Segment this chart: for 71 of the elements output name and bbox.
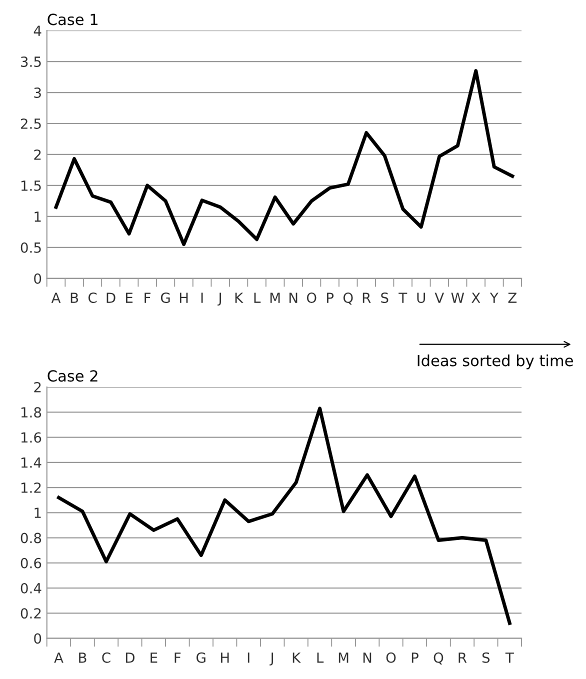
x-tick-label: Z xyxy=(508,292,517,303)
x-tick-label: F xyxy=(144,292,150,303)
x-tick-label: N xyxy=(290,292,298,303)
x-tick-label: C xyxy=(88,292,97,304)
x-tick-label: R xyxy=(362,292,371,303)
x-tick-label: D xyxy=(126,652,134,663)
y-tick-label: 0.5 xyxy=(20,242,41,253)
x-tick-label: I xyxy=(248,652,250,663)
x-tick-label: N xyxy=(363,652,372,663)
x-tick-label: E xyxy=(150,652,158,663)
y-tick-label: 2.5 xyxy=(20,118,41,129)
x-tick-label: H xyxy=(221,652,229,663)
y-tick-label: 1.2 xyxy=(21,482,41,493)
x-tick-label: Q xyxy=(343,292,353,305)
x-tick-label: I xyxy=(201,292,203,303)
y-tick-label: 3 xyxy=(34,87,41,98)
x-tick-label: K xyxy=(292,652,301,663)
y-tick-label: 1 xyxy=(34,508,41,518)
x-tick-label: A xyxy=(54,652,64,663)
x-tick-label: M xyxy=(338,652,348,663)
x-tick-label: S xyxy=(381,292,388,304)
x-tick-label: H xyxy=(180,292,188,303)
text: Ideas sorted by time xyxy=(418,354,573,370)
x-tick-label: P xyxy=(412,652,418,663)
y-tick-label: 1.8 xyxy=(21,407,42,418)
chart-title: Case 1 xyxy=(48,14,98,26)
x-tick-label: A xyxy=(51,292,61,303)
x-tick-label: R xyxy=(458,652,467,663)
x-tick-label: O xyxy=(306,292,316,304)
x-tick-label: E xyxy=(126,292,133,303)
x-tick-label: B xyxy=(70,292,78,303)
x-tick-label: B xyxy=(79,652,86,663)
x-tick-label: S xyxy=(482,652,490,663)
x-tick-label: C xyxy=(102,652,110,663)
y-tick-label: 2 xyxy=(34,149,41,160)
y-tick-label: 0 xyxy=(34,633,42,644)
line-series xyxy=(54,69,514,246)
y-tick-label: 1.6 xyxy=(21,432,42,443)
y-tick-label: 1.4 xyxy=(21,458,42,468)
y-tick-label: 0.8 xyxy=(20,532,42,544)
y-tick-label: 0.4 xyxy=(20,582,42,594)
x-tick-label: L xyxy=(317,652,324,663)
y-tick-label: 1.5 xyxy=(21,180,41,191)
x-tick-label: G xyxy=(196,652,206,663)
x-tick-label: G xyxy=(160,292,170,304)
y-tick-label: 0.6 xyxy=(20,558,42,568)
x-tick-label: J xyxy=(270,652,274,666)
y-tick-label: 0 xyxy=(34,273,42,284)
x-tick-label: U xyxy=(417,292,426,304)
x-tick-label: W xyxy=(451,292,464,303)
x-tick-label: V xyxy=(434,292,444,303)
y-tick-label: 3.5 xyxy=(20,56,41,68)
x-tick-label: D xyxy=(106,292,116,303)
x-tick-label: J xyxy=(218,292,221,306)
x-tick-label: Q xyxy=(434,652,444,664)
x-tick-label: F xyxy=(174,652,181,663)
y-tick-label: 4 xyxy=(34,26,42,36)
y-tick-label: 1 xyxy=(34,212,41,222)
x-tick-label: K xyxy=(235,292,244,303)
chart-title: Case 2 xyxy=(48,370,98,382)
x-tick-label: P xyxy=(327,292,334,303)
x-tick-label: M xyxy=(270,292,280,303)
y-tick-label: 0.2 xyxy=(20,608,41,619)
y-tick-label: 2 xyxy=(34,382,41,392)
x-tick-label: X xyxy=(472,292,480,303)
x-tick-label: Y xyxy=(490,292,498,303)
x-tick-label: L xyxy=(254,292,261,303)
x-tick-label: T xyxy=(505,652,514,663)
x-tick-label: T xyxy=(398,292,408,303)
line-series xyxy=(57,406,512,625)
x-tick-label: O xyxy=(386,652,396,663)
